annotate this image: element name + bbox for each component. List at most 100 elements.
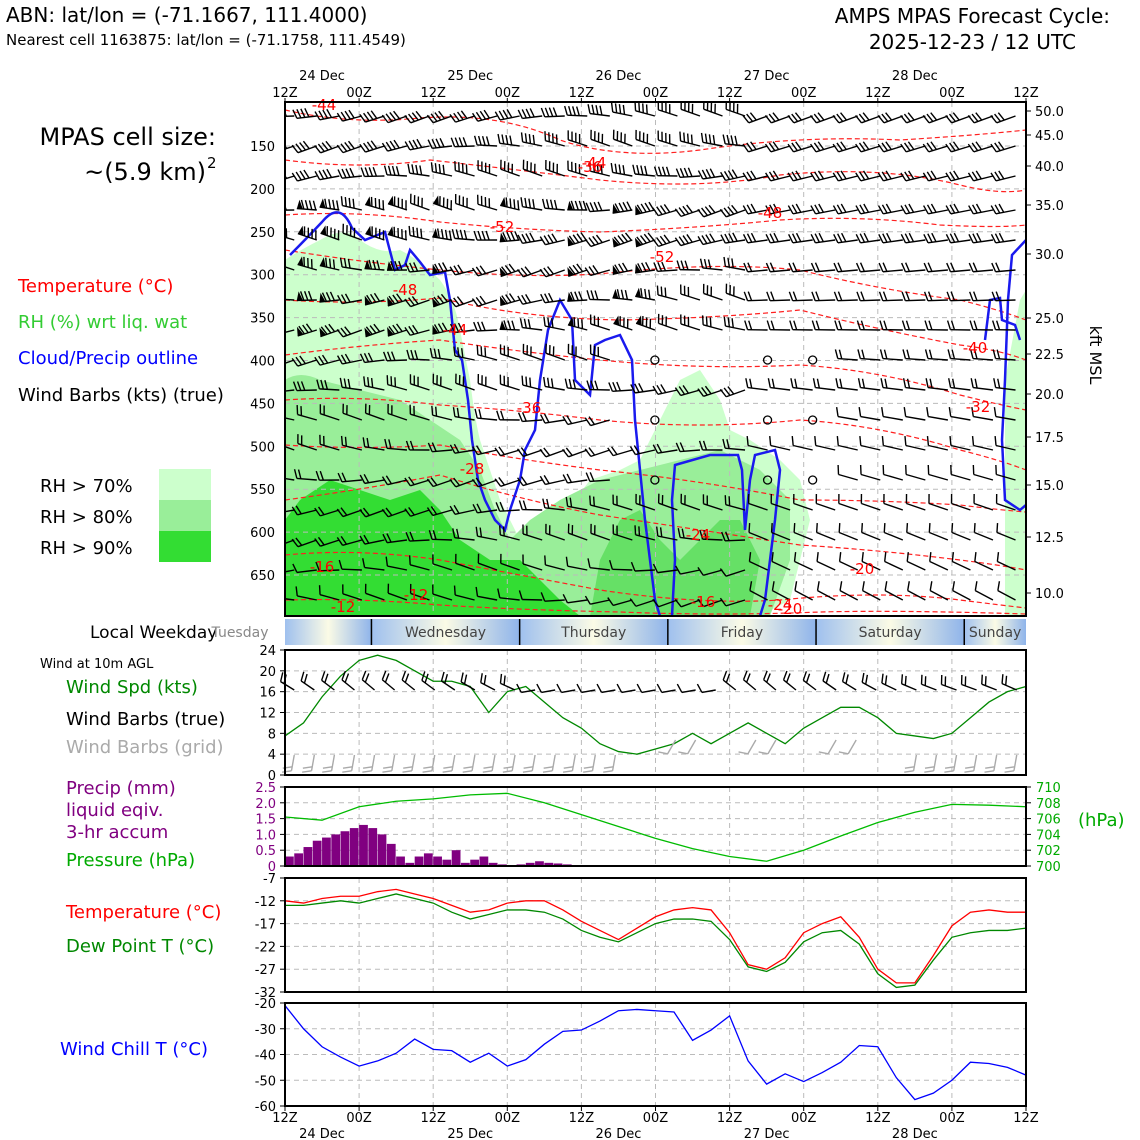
wind-barb bbox=[409, 193, 430, 211]
barb-feather bbox=[590, 290, 595, 300]
barb-staff bbox=[767, 739, 777, 755]
barb-feather bbox=[686, 133, 690, 144]
wind-barb bbox=[945, 203, 971, 215]
barb-staff bbox=[387, 565, 408, 571]
barb-feather bbox=[684, 260, 689, 270]
barb-feather bbox=[396, 293, 403, 302]
barb-feather bbox=[589, 472, 595, 482]
barb-feather bbox=[946, 320, 952, 330]
panel-tick-label: 4 bbox=[268, 748, 276, 763]
barb-feather bbox=[501, 134, 505, 145]
barb-feather bbox=[518, 500, 523, 510]
height-tick-label: 25.0 bbox=[1035, 312, 1064, 327]
barb-feather bbox=[832, 205, 839, 215]
wind-barb bbox=[676, 260, 700, 271]
barb-staff bbox=[319, 594, 340, 601]
barb-staff bbox=[285, 476, 295, 481]
wind-barb bbox=[452, 528, 475, 541]
barb-feather bbox=[682, 235, 690, 244]
barb-feather bbox=[906, 522, 909, 533]
barb-staff bbox=[451, 754, 456, 771]
bottom-tick-label: 12Z bbox=[569, 1111, 595, 1126]
barb-staff bbox=[285, 442, 295, 451]
barb-feather bbox=[971, 171, 979, 181]
barb-feather bbox=[543, 267, 551, 276]
barb-feather bbox=[701, 315, 704, 325]
barb-feather bbox=[794, 581, 798, 591]
wind-barb bbox=[421, 671, 436, 691]
wind-barb bbox=[973, 493, 994, 511]
barb-feather bbox=[816, 378, 820, 389]
barb-feather bbox=[782, 670, 788, 681]
barb-feather bbox=[845, 674, 849, 684]
bottom-tick-label: 12Z bbox=[717, 1111, 743, 1126]
barb-feather bbox=[994, 142, 1001, 152]
barb-feather bbox=[678, 751, 688, 755]
barb-staff bbox=[861, 531, 881, 541]
wind-barb bbox=[402, 754, 416, 773]
barb-feather bbox=[705, 316, 708, 326]
barb-feather bbox=[326, 226, 329, 236]
wind-barb bbox=[855, 112, 881, 124]
wind-barb bbox=[743, 262, 768, 273]
barb-feather bbox=[353, 227, 356, 238]
barb-feather bbox=[723, 207, 731, 216]
barb-staff bbox=[285, 596, 295, 601]
barb-flag bbox=[432, 264, 439, 274]
barb-feather bbox=[439, 138, 445, 148]
barb-feather bbox=[588, 447, 596, 456]
barb-feather bbox=[511, 320, 516, 331]
barb-feather bbox=[644, 165, 648, 176]
wind-barb bbox=[285, 414, 295, 421]
barb-feather bbox=[722, 134, 726, 144]
wind-barb bbox=[970, 378, 994, 391]
barb-feather bbox=[903, 113, 911, 122]
wind-barb bbox=[652, 598, 678, 608]
wind-barb bbox=[719, 386, 746, 398]
barb-feather bbox=[595, 105, 599, 115]
barb-feather bbox=[952, 112, 960, 121]
wind-barb bbox=[630, 382, 655, 394]
barb-feather bbox=[344, 353, 351, 363]
wind-barb bbox=[697, 168, 723, 180]
barb-feather bbox=[886, 232, 892, 242]
barb-staff bbox=[285, 389, 295, 393]
barb-feather bbox=[814, 204, 821, 214]
barb-flag bbox=[297, 225, 304, 236]
wind-barb bbox=[967, 170, 994, 182]
barb-feather bbox=[900, 674, 904, 684]
barb-feather bbox=[762, 670, 768, 680]
wind-barb bbox=[994, 435, 1016, 451]
weekday-name: Saturday bbox=[859, 625, 922, 641]
weekday-name: Wednesday bbox=[405, 625, 486, 641]
wind-barb bbox=[387, 293, 408, 307]
barb-feather bbox=[421, 671, 426, 681]
barb-feather bbox=[680, 493, 683, 504]
barb-feather bbox=[573, 317, 576, 327]
barb-feather bbox=[679, 442, 685, 452]
wind-barb bbox=[748, 552, 768, 571]
barb-feather bbox=[480, 195, 483, 206]
barb-staff bbox=[381, 679, 396, 691]
barb-feather bbox=[545, 343, 547, 354]
wind-barb bbox=[816, 581, 836, 601]
barb-feather bbox=[375, 227, 377, 238]
wind-barb bbox=[520, 197, 543, 211]
barb-feather bbox=[795, 141, 802, 150]
wind-barb bbox=[452, 407, 475, 421]
barb-feather bbox=[427, 442, 433, 452]
barb-feather bbox=[404, 141, 411, 151]
barb-feather bbox=[861, 552, 864, 562]
wind-barb bbox=[342, 403, 363, 421]
barb-feather bbox=[388, 439, 392, 449]
barb-feather bbox=[513, 199, 516, 209]
barb-staff bbox=[906, 560, 926, 571]
barb-staff bbox=[432, 593, 453, 601]
wind-barb bbox=[790, 378, 813, 391]
barb-feather bbox=[277, 355, 283, 364]
barb-feather bbox=[652, 563, 659, 573]
barb-feather bbox=[524, 197, 528, 208]
legend-rh80-swatch bbox=[159, 500, 211, 531]
wind-barb bbox=[314, 354, 340, 366]
wind-barb bbox=[881, 673, 897, 691]
